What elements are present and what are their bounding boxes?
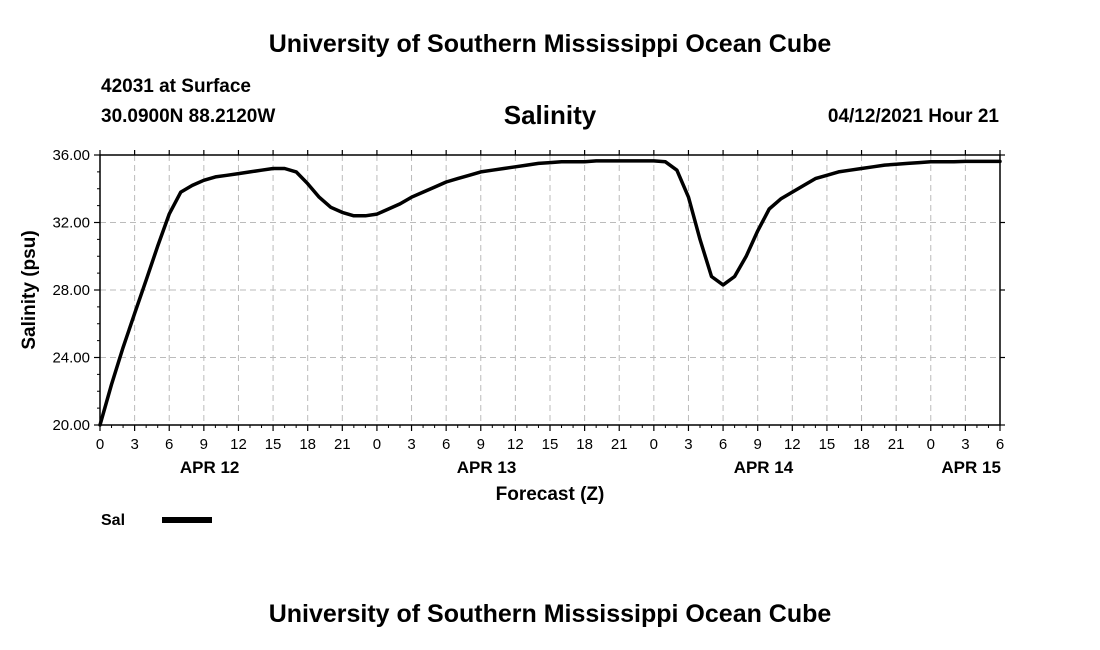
y-tick-label: 24.00 <box>52 350 90 367</box>
x-tick-label: 6 <box>442 436 450 453</box>
legend-swatch-sal <box>162 517 212 523</box>
x-tick-label: 12 <box>230 436 247 453</box>
date-label: APR 13 <box>457 458 517 477</box>
x-tick-label: 15 <box>819 436 836 453</box>
x-tick-label: 6 <box>996 436 1004 453</box>
y-tick-label: 20.00 <box>52 417 90 434</box>
x-tick-label: 21 <box>611 436 628 453</box>
x-tick-label: 0 <box>927 436 935 453</box>
chart-subtitle: Salinity <box>503 100 597 130</box>
chart-title-top: University of Southern Mississippi Ocean… <box>268 30 832 58</box>
x-tick-label: 0 <box>373 436 381 453</box>
x-tick-label: 9 <box>200 436 208 453</box>
y-tick-label: 32.00 <box>52 215 90 232</box>
x-tick-label: 12 <box>507 436 524 453</box>
x-tick-label: 15 <box>542 436 559 453</box>
y-tick-label: 28.00 <box>52 282 90 299</box>
x-tick-label: 21 <box>334 436 351 453</box>
forecast-datetime: 04/12/2021 Hour 21 <box>827 106 999 127</box>
coordinates-label: 30.0900N 88.2120W <box>101 106 276 127</box>
x-tick-label: 12 <box>784 436 801 453</box>
legend-label-sal: Sal <box>101 512 125 529</box>
x-tick-label: 21 <box>888 436 905 453</box>
x-tick-label: 15 <box>265 436 282 453</box>
y-tick-label: 36.00 <box>52 147 90 164</box>
x-tick-label: 9 <box>754 436 762 453</box>
x-tick-label: 3 <box>130 436 138 453</box>
x-tick-label: 3 <box>961 436 969 453</box>
x-tick-label: 3 <box>407 436 415 453</box>
date-label: APR 12 <box>180 458 240 477</box>
x-tick-label: 3 <box>684 436 692 453</box>
station-label: 42031 at Surface <box>101 76 251 97</box>
x-tick-label: 0 <box>650 436 658 453</box>
date-label: APR 14 <box>734 458 794 477</box>
x-tick-label: 18 <box>853 436 870 453</box>
y-axis-title: Salinity (psu) <box>19 230 40 349</box>
x-tick-label: 0 <box>96 436 104 453</box>
x-tick-label: 18 <box>576 436 593 453</box>
date-label: APR 15 <box>941 458 1001 477</box>
chart-title-bottom: University of Southern Mississippi Ocean… <box>268 600 832 628</box>
plot-frame <box>99 154 1001 426</box>
x-tick-label: 9 <box>477 436 485 453</box>
x-tick-label: 6 <box>719 436 727 453</box>
x-tick-label: 18 <box>299 436 316 453</box>
series-line-sal <box>98 159 1002 427</box>
x-axis-title: Forecast (Z) <box>496 484 605 505</box>
x-tick-label: 6 <box>165 436 173 453</box>
